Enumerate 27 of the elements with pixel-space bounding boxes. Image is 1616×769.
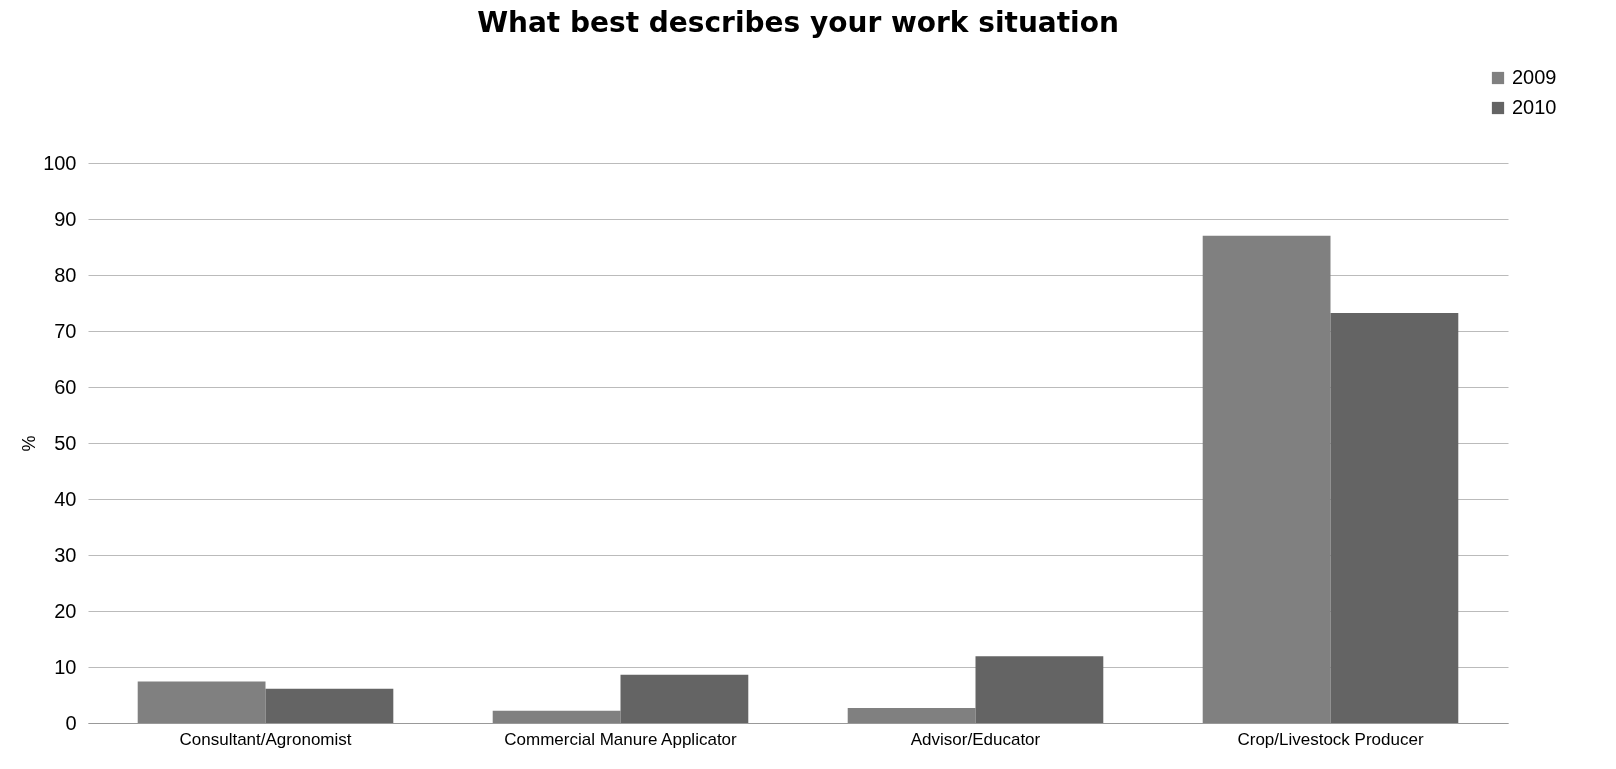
y-tick-label: 70 [54,319,77,342]
x-tick-label: Commercial Manure Applicator [504,729,738,749]
bar [847,707,976,723]
y-tick-label: 0 [65,711,77,734]
x-tick-label: Crop/Livestock Producer [1237,729,1424,749]
y-tick-label: 20 [54,599,77,622]
bar [492,710,621,723]
bar [975,656,1104,723]
legend-label: 2009 [1512,66,1557,88]
y-tick-label: 100 [43,151,77,174]
y-tick-label: 40 [54,487,77,510]
chart-title: What best describes your work situation [477,6,1119,39]
bar [1202,235,1331,723]
x-tick-label: Advisor/Educator [910,729,1041,749]
y-tick-label: 10 [54,655,77,678]
bar [620,674,749,723]
y-tick-label: 60 [54,375,77,398]
x-tick-label: Consultant/Agronomist [179,729,352,749]
bar [137,681,266,723]
y-tick-label: 90 [54,207,77,230]
y-tick-label: 50 [54,431,77,454]
bar [265,688,394,723]
y-axis-title: % [19,435,40,452]
y-tick-label: 30 [54,543,77,566]
legend-label: 2010 [1512,96,1557,118]
bar [1330,313,1459,723]
y-tick-label: 80 [54,263,77,286]
